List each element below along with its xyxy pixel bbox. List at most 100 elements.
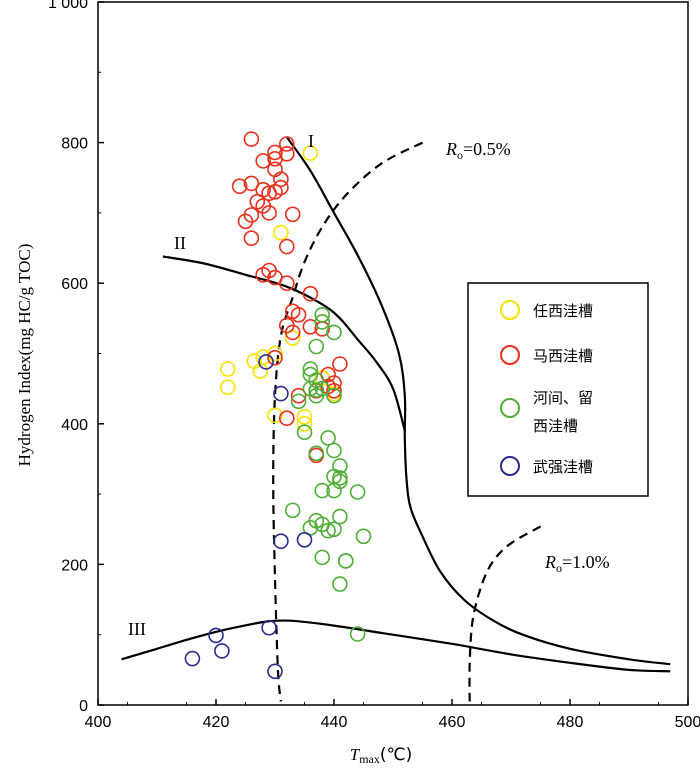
- renxi-point: [267, 345, 283, 362]
- hejian-liuxi-point: [308, 338, 325, 355]
- maxi-point: [261, 205, 277, 221]
- hejian-liuxi-point: [326, 521, 342, 538]
- legend-label-maxi: 马西洼槽: [533, 347, 593, 365]
- hejian-liuxi-point: [314, 482, 331, 499]
- renxi-point: [273, 224, 289, 241]
- maxi-point: [231, 178, 248, 194]
- renxi-point: [252, 363, 269, 379]
- hejian-liuxi-point: [314, 549, 331, 566]
- hejian-liuxi-point: [349, 626, 366, 642]
- y-tick-label: 1 000: [48, 0, 88, 12]
- maxi-point: [237, 213, 254, 230]
- hejian-liuxi-point: [314, 306, 331, 323]
- maxi-point: [255, 153, 272, 169]
- maxi-point: [290, 387, 307, 404]
- ro-05-symbol: R: [445, 139, 457, 159]
- maxi-point: [278, 136, 295, 152]
- data-points: [184, 131, 372, 680]
- ro-05-label: Ro=0.5%: [445, 139, 511, 162]
- legend: 任西洼槽 马西洼槽 河间、留 西洼槽 武强洼槽: [467, 282, 649, 497]
- y-tick-label: 0: [79, 698, 88, 715]
- renxi-point: [220, 379, 236, 396]
- wuqiang-point: [258, 354, 274, 370]
- maxi-point: [255, 266, 272, 283]
- type-i-label: I: [308, 131, 314, 151]
- maxi-point: [332, 356, 348, 372]
- renxi-point: [296, 415, 313, 432]
- wuqiang-point: [184, 650, 201, 667]
- hejian-liuxi-point: [308, 387, 325, 404]
- x-axis-label-main: T: [350, 745, 361, 764]
- renxi-point: [302, 145, 319, 161]
- x-tick-label: 460: [439, 714, 466, 731]
- wuqiang-point: [214, 643, 230, 659]
- maxi-point: [273, 179, 289, 196]
- x-tick-label: 400: [85, 714, 112, 731]
- renxi-point: [220, 361, 236, 377]
- legend-label-renxi: 任西洼槽: [533, 302, 593, 320]
- ro-10-value: =1.0%: [562, 552, 610, 572]
- renxi-point: [267, 407, 283, 424]
- hejian-liuxi-point: [290, 393, 307, 410]
- ro-10-curve: [468, 525, 542, 702]
- maxi-point: [290, 306, 307, 323]
- renxi-point: [296, 408, 313, 425]
- y-tick-label: 800: [61, 136, 88, 153]
- hejian-liuxi-point: [337, 553, 354, 569]
- legend-marker-renxi: [500, 300, 520, 320]
- hejian-liuxi-point: [320, 430, 336, 446]
- hejian-liuxi-point: [296, 424, 313, 441]
- y-tick-label: 600: [61, 276, 88, 293]
- maxi-point: [326, 382, 342, 399]
- maxi-point: [284, 206, 301, 223]
- hejian-liuxi-point: [308, 382, 325, 398]
- legend-label-hejian-liuxi-line2: 西洼槽: [533, 417, 578, 435]
- x-tick-label: 420: [203, 714, 230, 731]
- wuqiang-point: [261, 619, 277, 636]
- maxi-point: [284, 324, 301, 341]
- hejian-liuxi-point: [284, 502, 301, 519]
- ro-05-value: =0.5%: [463, 139, 511, 159]
- maxi-point: [243, 175, 260, 192]
- legend-box: [467, 282, 649, 497]
- hejian-liuxi-point: [308, 445, 325, 462]
- hejian-liuxi-point: [349, 484, 366, 500]
- y-tick-label: 400: [61, 417, 88, 434]
- wuqiang-point: [273, 533, 289, 550]
- axis-ticks: [97, 1, 689, 706]
- x-tick-label: 500: [675, 714, 700, 731]
- maxi-point: [302, 285, 319, 302]
- ro-10-subscript: o: [556, 561, 562, 575]
- x-axis-label: Tmax(℃): [350, 745, 413, 766]
- wuqiang-point: [273, 385, 289, 402]
- type-iii-label: III: [128, 619, 146, 639]
- type-iii-curve: [121, 619, 671, 673]
- hejian-liuxi-point: [308, 372, 325, 389]
- legend-marker-hejian-liuxi: [500, 398, 520, 418]
- renxi-point: [284, 330, 301, 346]
- hejian-liuxi-point: [326, 442, 342, 459]
- type-ii-curve: [162, 255, 406, 432]
- type-ii-label: II: [174, 233, 186, 253]
- hejian-liuxi-point: [332, 508, 348, 525]
- ro-05-subscript: o: [457, 148, 463, 162]
- x-tick-label: 480: [557, 714, 584, 731]
- hejian-liuxi-point: [355, 528, 372, 545]
- ro-10-label: Ro=1.0%: [544, 552, 610, 575]
- wuqiang-point: [208, 627, 224, 644]
- maxi-point: [278, 146, 295, 162]
- legend-label-hejian-liuxi-line1: 河间、留: [533, 389, 593, 407]
- maxi-point: [273, 171, 289, 187]
- wuqiang-point: [296, 531, 313, 548]
- maxi-point: [243, 230, 260, 246]
- y-axis-label: Hydrogen Index(mg HC/g TOC): [15, 244, 34, 467]
- hejian-liuxi-point: [326, 482, 342, 499]
- hejian-liuxi-point: [326, 324, 342, 341]
- maxi-point: [243, 131, 260, 147]
- hejian-liuxi-point: [332, 576, 348, 592]
- ro-10-symbol: R: [544, 552, 556, 572]
- hejian-liuxi-point: [326, 387, 342, 404]
- x-axis-label-unit: (℃): [380, 745, 412, 765]
- wuqiang-point: [267, 663, 283, 680]
